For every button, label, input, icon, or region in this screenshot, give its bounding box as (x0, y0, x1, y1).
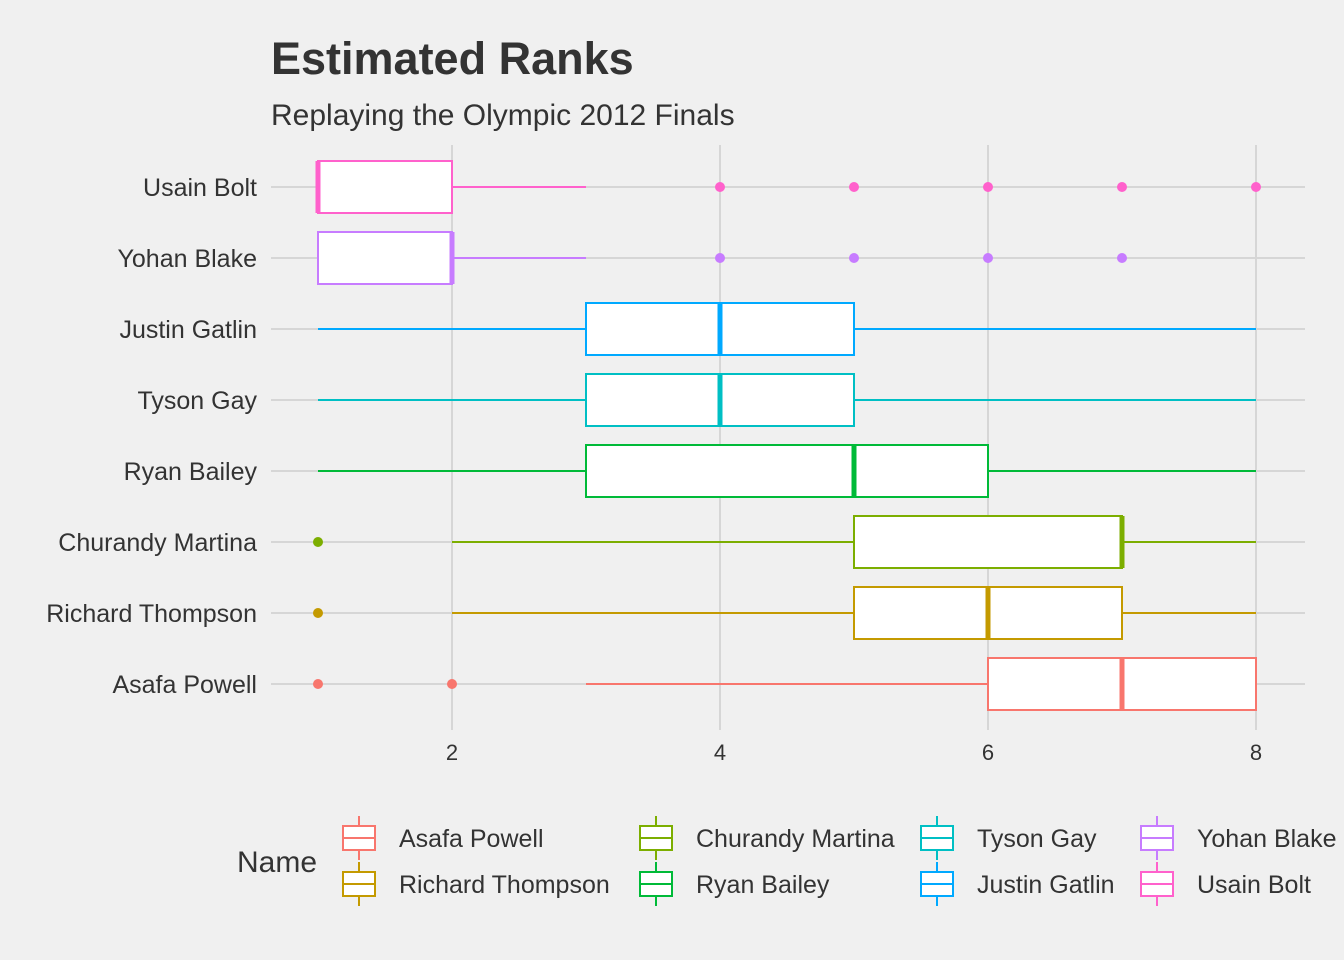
legend-key-icon (1140, 862, 1174, 906)
legend-label: Usain Bolt (1197, 871, 1311, 899)
legend-label: Tyson Gay (977, 825, 1097, 853)
iqr-box (317, 160, 453, 214)
legend-item-asafa-powell: Asafa Powell (342, 816, 544, 860)
y-axis-labels: Asafa Powell Richard Thompson Churandy Mar… (46, 174, 257, 699)
chart-title: Estimated Ranks (271, 33, 634, 84)
y-label-yohan-blake: Yohan Blake (118, 245, 257, 273)
outlier-point (715, 182, 725, 192)
legend-item-richard-thompson: Richard Thompson (342, 862, 610, 906)
legend-key-icon (342, 816, 376, 860)
legend-label: Churandy Martina (696, 825, 895, 853)
y-label-asafa-powell: Asafa Powell (112, 671, 257, 699)
outlier-point (447, 679, 457, 689)
legend-label: Yohan Blake (1197, 825, 1336, 853)
legend-key-icon (920, 816, 954, 860)
legend-key-icon (920, 862, 954, 906)
legend: Name Asafa Powell Richard Thompson Churand… (237, 816, 1336, 906)
box-series (313, 160, 1261, 711)
chart-subtitle: Replaying the Olympic 2012 Finals (271, 99, 735, 132)
outlier-point (1117, 182, 1127, 192)
legend-key-icon (342, 862, 376, 906)
outlier-point (313, 679, 323, 689)
iqr-box (585, 444, 989, 498)
legend-label: Asafa Powell (399, 825, 544, 853)
outlier-point (313, 608, 323, 618)
box-ryan-bailey (318, 444, 1256, 498)
box-justin-gatlin (318, 302, 1256, 356)
y-label-tyson-gay: Tyson Gay (138, 387, 258, 415)
outlier-point (849, 182, 859, 192)
box-yohan-blake (317, 231, 1127, 285)
legend-item-usain-bolt: Usain Bolt (1140, 862, 1311, 906)
legend-key-icon (1140, 816, 1174, 860)
x-tick-label: 8 (1250, 740, 1262, 765)
x-tick-label: 4 (714, 740, 726, 765)
legend-title: Name (237, 846, 317, 879)
outlier-point (715, 253, 725, 263)
legend-item-justin-gatlin: Justin Gatlin (920, 862, 1115, 906)
legend-item-ryan-bailey: Ryan Bailey (639, 862, 830, 906)
x-tick-label: 2 (446, 740, 458, 765)
outlier-point (1117, 253, 1127, 263)
y-label-churandy-martina: Churandy Martina (58, 529, 257, 557)
box-asafa-powell (313, 657, 1257, 711)
legend-key-icon (639, 862, 673, 906)
legend-item-yohan-blake: Yohan Blake (1140, 816, 1336, 860)
legend-item-churandy-martina: Churandy Martina (639, 816, 895, 860)
legend-label: Justin Gatlin (977, 871, 1115, 899)
iqr-box (853, 515, 1123, 569)
legend-item-tyson-gay: Tyson Gay (920, 816, 1097, 860)
outlier-point (313, 537, 323, 547)
x-axis-ticks: 2 4 6 8 (446, 740, 1262, 765)
box-richard-thompson (313, 586, 1256, 640)
y-label-ryan-bailey: Ryan Bailey (124, 458, 258, 486)
box-tyson-gay (318, 373, 1256, 427)
outlier-point (983, 182, 993, 192)
legend-key-icon (639, 816, 673, 860)
box-usain-bolt (315, 160, 1261, 214)
iqr-box (317, 231, 453, 285)
legend-label: Richard Thompson (399, 871, 610, 899)
x-tick-label: 6 (982, 740, 994, 765)
y-label-usain-bolt: Usain Bolt (143, 174, 257, 202)
y-label-richard-thompson: Richard Thompson (46, 600, 257, 628)
legend-label: Ryan Bailey (696, 871, 830, 899)
y-label-justin-gatlin: Justin Gatlin (119, 316, 257, 344)
outlier-point (849, 253, 859, 263)
outlier-point (983, 253, 993, 263)
box-churandy-martina (313, 515, 1256, 569)
outlier-point (1251, 182, 1261, 192)
